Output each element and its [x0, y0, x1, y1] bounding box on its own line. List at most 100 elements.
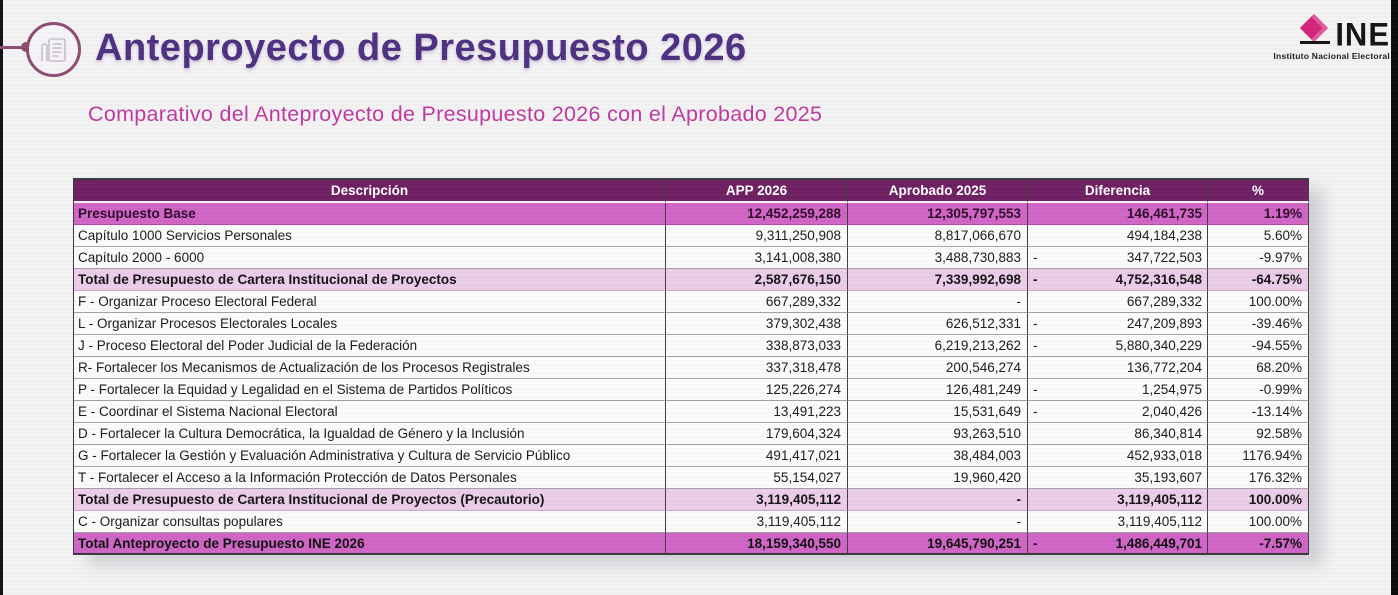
cell-descripcion: D - Fortalecer la Cultura Democrática, l…	[74, 423, 666, 445]
cell-percent: -13.14%	[1208, 401, 1309, 423]
cell-descripcion: G - Fortalecer la Gestión y Evaluación A…	[74, 445, 666, 467]
cell-diferencia: 136,772,204	[1028, 357, 1208, 379]
ballot-box-line	[1300, 41, 1331, 44]
diferencia-value: 5,880,340,229	[1115, 338, 1202, 353]
cell-diferencia: 146,461,735	[1028, 203, 1208, 225]
cell-diferencia: - 247,209,893	[1028, 313, 1208, 335]
cell-percent: -94.55%	[1208, 335, 1309, 357]
diferencia-value: 3,119,405,112	[1117, 514, 1202, 529]
cell-app-2026: 18,159,340,550	[666, 533, 848, 555]
diferencia-value: 35,193,607	[1134, 470, 1202, 485]
cell-app-2026: 55,154,027	[666, 467, 848, 489]
cell-aprobado-2025: 12,305,797,553	[848, 203, 1028, 225]
cell-app-2026: 3,119,405,112	[666, 489, 848, 511]
diferencia-value: 452,933,018	[1126, 448, 1202, 463]
budget-table: Descripción APP 2026 Aprobado 2025 Difer…	[73, 178, 1309, 555]
cell-aprobado-2025: 626,512,331	[848, 313, 1028, 335]
cell-app-2026: 491,417,021	[666, 445, 848, 467]
cell-percent: 5.60%	[1208, 225, 1309, 247]
title-connector-line	[0, 46, 30, 49]
negative-sign: -	[1033, 338, 1038, 353]
cell-diferencia: 3,119,405,112	[1028, 511, 1208, 533]
cell-percent: 68.20%	[1208, 357, 1309, 379]
document-list-glyph	[40, 37, 66, 62]
cell-descripcion: C - Organizar consultas populares	[74, 511, 666, 533]
cell-descripcion: Total Anteproyecto de Presupuesto INE 20…	[74, 533, 666, 555]
cell-aprobado-2025: -	[848, 291, 1028, 313]
cell-app-2026: 3,141,008,380	[666, 247, 848, 269]
diferencia-value: 347,722,503	[1126, 250, 1202, 265]
cell-diferencia: - 1,486,449,701	[1028, 533, 1208, 555]
cell-percent: 100.00%	[1208, 291, 1309, 313]
cell-app-2026: 338,873,033	[666, 335, 848, 357]
cell-descripcion: Capítulo 2000 - 6000	[74, 247, 666, 269]
diferencia-value: 247,209,893	[1126, 316, 1202, 331]
cell-aprobado-2025: 3,488,730,883	[848, 247, 1028, 269]
cell-aprobado-2025: 19,645,790,251	[848, 533, 1028, 555]
cell-diferencia: 86,340,814	[1028, 423, 1208, 445]
cell-aprobado-2025: 126,481,249	[848, 379, 1028, 401]
cell-descripcion: L - Organizar Procesos Electorales Local…	[74, 313, 666, 335]
cell-percent: -39.46%	[1208, 313, 1309, 335]
cell-aprobado-2025: 6,219,213,262	[848, 335, 1028, 357]
cell-descripcion: F - Organizar Proceso Electoral Federal	[74, 291, 666, 313]
cell-diferencia: 452,933,018	[1028, 445, 1208, 467]
cell-percent: 1.19%	[1208, 203, 1309, 225]
cell-app-2026: 379,302,438	[666, 313, 848, 335]
slide-subtitle: Comparativo del Anteproyecto de Presupue…	[88, 102, 823, 126]
cell-aprobado-2025: 93,263,510	[848, 423, 1028, 445]
cell-app-2026: 13,491,223	[666, 401, 848, 423]
negative-sign: -	[1033, 272, 1038, 287]
column-header-descripcion: Descripción	[74, 180, 666, 203]
cell-aprobado-2025: -	[848, 511, 1028, 533]
cell-aprobado-2025: 15,531,649	[848, 401, 1028, 423]
cell-descripcion: Capítulo 1000 Servicios Personales	[74, 225, 666, 247]
diferencia-value: 136,772,204	[1126, 360, 1202, 375]
cell-aprobado-2025: 8,817,066,670	[848, 225, 1028, 247]
negative-sign: -	[1033, 404, 1038, 419]
cell-aprobado-2025: 7,339,992,698	[848, 269, 1028, 291]
column-header-percent: %	[1208, 180, 1309, 203]
diferencia-value: 4,752,316,548	[1115, 272, 1202, 287]
cell-diferencia: - 1,254,975	[1028, 379, 1208, 401]
budget-document-icon	[26, 22, 81, 77]
cell-app-2026: 179,604,324	[666, 423, 848, 445]
cell-percent: -7.57%	[1208, 533, 1309, 555]
column-header-app-2026: APP 2026	[666, 180, 848, 203]
cell-descripcion: P - Fortalecer la Equidad y Legalidad en…	[74, 379, 666, 401]
cell-diferencia: 35,193,607	[1028, 467, 1208, 489]
column-header-diferencia: Diferencia	[1028, 180, 1208, 203]
diferencia-value: 2,040,426	[1141, 404, 1202, 419]
right-edge-bar	[1391, 0, 1398, 595]
negative-sign: -	[1033, 316, 1038, 331]
cell-app-2026: 667,289,332	[666, 291, 848, 313]
cell-aprobado-2025: 200,546,274	[848, 357, 1028, 379]
diferencia-value: 86,340,814	[1134, 426, 1202, 441]
cell-descripcion: R- Fortalecer los Mecanismos de Actualiz…	[74, 357, 666, 379]
cell-percent: 1176.94%	[1208, 445, 1309, 467]
cell-diferencia: - 347,722,503	[1028, 247, 1208, 269]
cell-diferencia: - 2,040,426	[1028, 401, 1208, 423]
cell-diferencia: 494,184,238	[1028, 225, 1208, 247]
page-title: Anteproyecto de Presupuesto 2026	[95, 27, 747, 69]
ballot-diamond-shape	[1300, 13, 1329, 43]
ine-logo-text: INE	[1335, 15, 1390, 53]
diferencia-value: 494,184,238	[1126, 228, 1202, 243]
cell-percent: 100.00%	[1208, 511, 1309, 533]
diferencia-value: 1,254,975	[1141, 382, 1202, 397]
cell-app-2026: 12,452,259,288	[666, 203, 848, 225]
cell-diferencia: 3,119,405,112	[1028, 489, 1208, 511]
cell-percent: -64.75%	[1208, 269, 1309, 291]
negative-sign: -	[1033, 536, 1038, 551]
cell-app-2026: 3,119,405,112	[666, 511, 848, 533]
cell-descripcion: Total de Presupuesto de Cartera Instituc…	[74, 269, 666, 291]
cell-diferencia: 667,289,332	[1028, 291, 1208, 313]
cell-percent: -9.97%	[1208, 247, 1309, 269]
diferencia-value: 3,119,405,112	[1117, 492, 1202, 507]
cell-aprobado-2025: 38,484,003	[848, 445, 1028, 467]
cell-diferencia: - 5,880,340,229	[1028, 335, 1208, 357]
cell-app-2026: 2,587,676,150	[666, 269, 848, 291]
cell-descripcion: Presupuesto Base	[74, 203, 666, 225]
cell-diferencia: - 4,752,316,548	[1028, 269, 1208, 291]
